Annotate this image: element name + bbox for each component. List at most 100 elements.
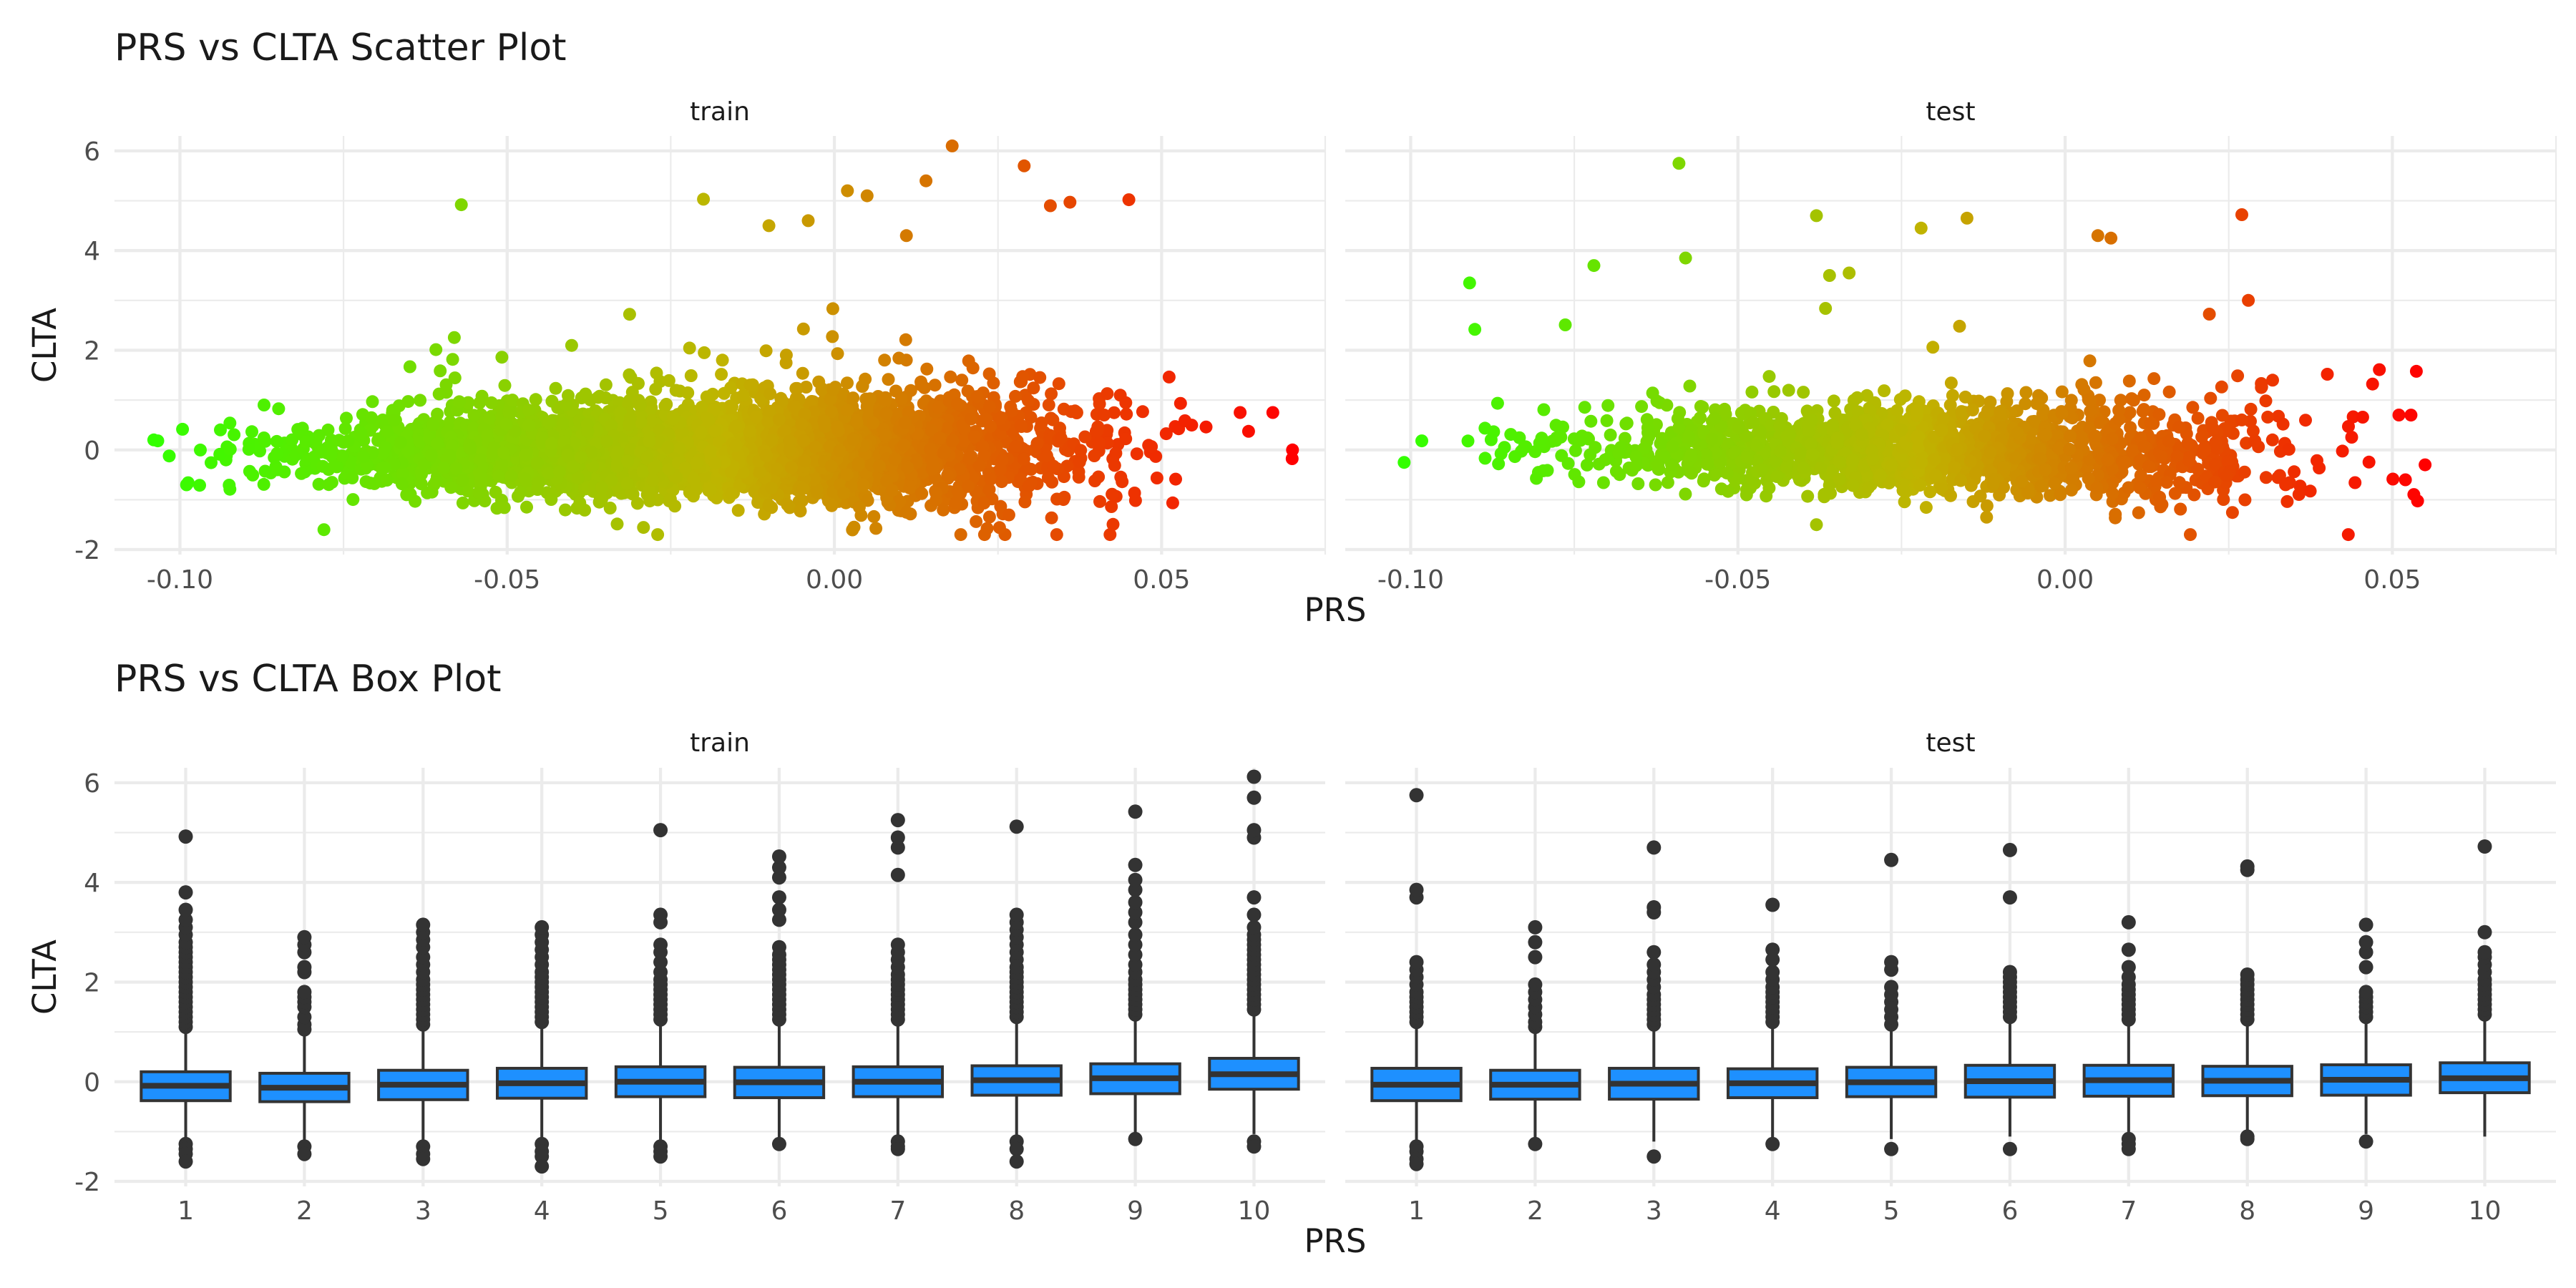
scatter-point	[837, 487, 851, 500]
scatter-point	[889, 452, 902, 466]
scatter-point	[340, 411, 353, 425]
scatter-point	[687, 489, 700, 503]
scatter-point	[928, 379, 942, 392]
scatter-point	[1073, 455, 1086, 469]
scatter-point	[520, 500, 533, 514]
scatter-point	[228, 428, 241, 441]
scatter-point	[580, 418, 594, 431]
scatter-point	[1105, 500, 1118, 513]
scatter-point	[977, 528, 991, 542]
scatter-point	[603, 502, 617, 514]
scatter-point	[716, 353, 729, 367]
scatter-point	[394, 436, 407, 449]
scatter-point	[286, 433, 299, 447]
scatter-point	[796, 482, 810, 495]
scatter-point	[483, 411, 496, 425]
scatter-point	[1166, 496, 1179, 509]
scatter-point	[401, 395, 415, 409]
scatter-point	[1169, 472, 1182, 486]
marks-layer	[140, 139, 2531, 1174]
scatter-points-train	[147, 139, 1299, 542]
scatter-point	[270, 434, 283, 448]
scatter-point	[623, 411, 637, 425]
scatter-point	[857, 478, 870, 492]
scatter-point	[817, 414, 831, 428]
scatter-point	[924, 442, 937, 456]
scatter-point	[1047, 459, 1060, 473]
scatter-point	[901, 461, 914, 474]
scatter-point	[549, 381, 562, 395]
scatter-point	[1017, 452, 1030, 466]
scatter-point	[743, 424, 756, 438]
scatter-point	[1116, 475, 1129, 489]
scatter-point	[514, 486, 527, 499]
scatter-point	[1050, 528, 1063, 542]
scatter-point	[605, 419, 618, 432]
scatter-point	[315, 445, 328, 459]
scatter-point	[386, 404, 399, 417]
scatter-point	[346, 471, 359, 484]
scatter-point	[473, 396, 487, 410]
scatter-point	[495, 351, 509, 364]
scatter-point	[847, 391, 860, 405]
scatter-point	[378, 461, 391, 474]
scatter-point	[920, 362, 934, 376]
scatter-point	[194, 443, 207, 457]
scatter-point	[715, 368, 728, 381]
scatter-point	[684, 369, 698, 382]
scatter-point	[316, 459, 330, 473]
scatter-point	[1045, 387, 1058, 401]
scatter-point	[429, 474, 443, 488]
scatter-point	[866, 416, 879, 430]
scatter-point	[432, 387, 446, 401]
scatter-point	[1078, 430, 1092, 444]
scatter-point	[258, 399, 270, 411]
scatter-point	[1068, 404, 1082, 418]
scatter-point	[356, 450, 370, 464]
scatter-point	[272, 402, 286, 416]
scatter-point	[322, 478, 336, 492]
scatter-point	[951, 397, 965, 411]
scatter-point	[825, 499, 839, 512]
scatter-point	[529, 393, 542, 406]
scatter-point	[489, 485, 502, 499]
scatter-point	[915, 487, 929, 500]
scatter-point	[1106, 517, 1120, 531]
scatter-point	[366, 395, 379, 409]
scatter-point	[1174, 396, 1187, 410]
scatter-point	[336, 449, 349, 463]
scatter-point	[995, 454, 1009, 467]
scatter-point	[1050, 492, 1064, 506]
scatter-point	[869, 522, 883, 535]
scatter-point	[962, 354, 975, 368]
scatter-point	[605, 474, 618, 487]
scatter-point	[962, 479, 975, 493]
scatter-point	[1074, 444, 1088, 457]
scatter-point	[1145, 440, 1158, 454]
scatter-point	[700, 390, 713, 404]
scatter-point	[992, 521, 1006, 535]
scatter-point	[257, 477, 270, 491]
scatter-point	[1149, 449, 1163, 463]
scatter-point	[354, 426, 368, 440]
scatter-point	[773, 413, 786, 426]
scatter-point	[1040, 449, 1053, 462]
scatter-point	[599, 378, 613, 391]
scatter-point	[982, 400, 996, 414]
scatter-point	[687, 472, 701, 486]
scatter-point	[789, 381, 803, 395]
scatter-point	[826, 330, 839, 343]
scatter-point	[763, 387, 777, 401]
scatter-point	[623, 308, 636, 321]
scatter-point	[497, 501, 511, 514]
scatter-point	[698, 346, 711, 359]
scatter-point	[1150, 472, 1163, 484]
scatter-point	[431, 436, 444, 450]
scatter-point	[792, 494, 806, 508]
scatter-point	[1041, 471, 1055, 484]
scatter-point	[610, 517, 624, 531]
scatter-point	[499, 417, 513, 431]
scatter-point	[447, 331, 461, 344]
scatter-point	[379, 441, 392, 454]
scatter-point	[650, 366, 663, 380]
